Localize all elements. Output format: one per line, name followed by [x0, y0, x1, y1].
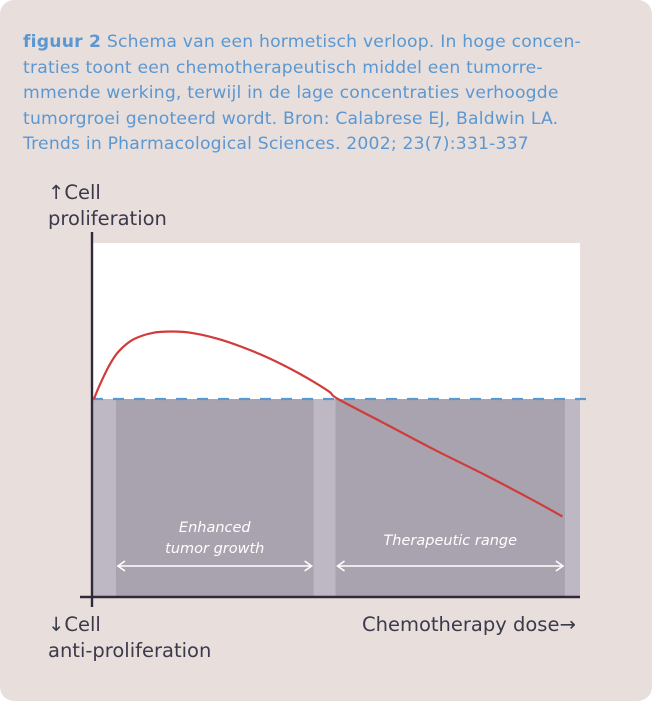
caption-line-5: Trends in Pharmacological Sciences. 2002… — [23, 134, 529, 154]
y-axis-bottom-line-1: ↓Cell — [48, 613, 101, 636]
caption-line-1: Schema van een hormetisch verloop. In ho… — [106, 32, 581, 52]
region-enhanced-growth — [115, 399, 314, 597]
arrow-enhanced-range — [116, 560, 313, 572]
caption-line-3: mmende werking, terwijl in de lage conce… — [23, 83, 559, 103]
arrow-head-left — [336, 560, 346, 572]
y-axis-top-line-1: ↑Cell — [48, 181, 101, 204]
y-axis-top-line-2: proliferation — [48, 207, 167, 230]
figure-caption: figuur 2 Schema van een hormetisch verlo… — [23, 30, 628, 158]
region-label-enhanced-2: tumor growth — [165, 541, 264, 557]
region-label-therapeutic: Therapeutic range — [383, 533, 517, 549]
region-label-enhanced-1: Enhanced — [179, 520, 252, 536]
plot-background — [92, 243, 580, 399]
arrow-head-right — [555, 560, 565, 572]
arrow-head-right — [304, 560, 313, 572]
arrow-head-left — [116, 560, 126, 572]
y-axis-top-label: ↑Cell proliferation — [48, 180, 167, 232]
y-axis-bottom-line-2: anti-proliferation — [48, 639, 212, 662]
y-axis-bottom-label: ↓Cell anti-proliferation — [48, 612, 211, 664]
caption-line-4: tumorgroei genoteerd wordt. Bron: Calabr… — [23, 108, 559, 129]
caption-line-2: traties toont een chemotherapeutisch mid… — [23, 57, 543, 78]
arrow-therapeutic-range — [336, 560, 565, 572]
x-axis-label: Chemotherapy dose→ — [362, 613, 576, 636]
figure-label: figuur 2 — [23, 32, 102, 52]
hormesis-curve — [92, 330, 564, 518]
